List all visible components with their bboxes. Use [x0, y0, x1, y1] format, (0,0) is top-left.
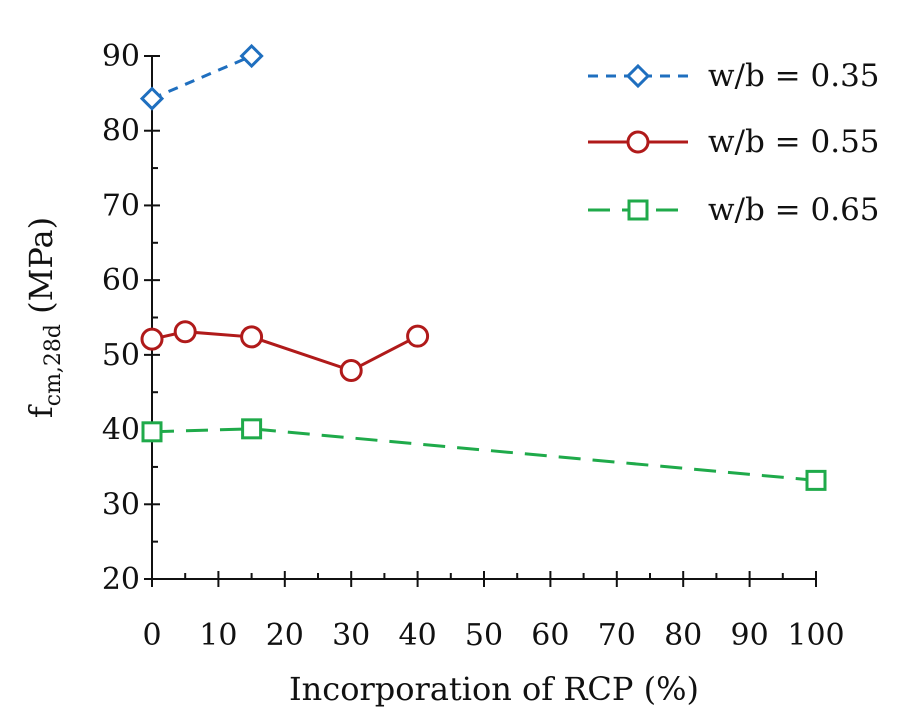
y-tick-label: 90: [102, 39, 140, 74]
data-point-marker: [239, 43, 264, 69]
y-tick-label: 50: [102, 338, 140, 373]
data-point-marker: [140, 327, 164, 351]
x-tick-label: 40: [399, 618, 437, 653]
y-axis-title: fcm,28d (MPa): [22, 217, 66, 418]
legend-marker: [625, 63, 651, 89]
series-2: [140, 320, 430, 383]
legend: w/b = 0.35 w/b = 0.55 w/b = 0.65: [588, 58, 880, 228]
x-tick-label: 90: [731, 618, 769, 653]
x-tick-label: 0: [142, 618, 161, 653]
x-tick-label: 60: [531, 618, 569, 653]
x-axis-title: Incorporation of RCP (%): [289, 670, 699, 708]
legend-item: w/b = 0.35: [588, 58, 880, 94]
axes: 20 30 40 50 60 70 80 90 0 10 20 30 40 50 60 70 80 90 100: [102, 39, 845, 653]
legend-label: w/b = 0.65: [708, 192, 880, 228]
y-axis-title-main: f: [22, 404, 60, 418]
y-tick-label: 80: [102, 114, 140, 149]
legend-label: w/b = 0.35: [708, 58, 880, 94]
data-point-marker: [173, 320, 197, 344]
data-point-marker: [141, 421, 163, 443]
y-tick-label: 40: [102, 413, 140, 448]
data-point-marker: [139, 86, 165, 111]
series-3: [141, 418, 827, 491]
y-tick-label: 30: [102, 487, 140, 522]
series-line: [151, 427, 817, 482]
y-axis-title-subscript: cm,28d: [41, 324, 66, 406]
data-point-marker: [240, 325, 264, 349]
data-point-marker: [805, 469, 827, 491]
legend-marker: [627, 199, 649, 221]
x-tick-label: 50: [465, 618, 503, 653]
x-tick-label: 10: [199, 618, 237, 653]
legend-item: w/b = 0.55: [588, 124, 880, 160]
x-tick-label: 80: [664, 618, 702, 653]
data-point-marker: [241, 418, 263, 440]
data-point-marker: [339, 359, 363, 383]
x-tick-label: 70: [598, 618, 636, 653]
legend-item: w/b = 0.65: [588, 192, 880, 228]
tick-labels: 20 30 40 50 60 70 80 90 0 10 20 30 40 50 60 70 80 90 100: [102, 39, 845, 653]
series-1: [139, 43, 264, 111]
legend-label: w/b = 0.55: [708, 124, 880, 160]
x-tick-label: 20: [266, 618, 304, 653]
series-line: [151, 54, 253, 100]
y-tick-label: 70: [102, 188, 140, 223]
ticks: [144, 55, 817, 587]
y-tick-label: 20: [102, 562, 140, 597]
data-point-marker: [406, 324, 430, 348]
x-tick-label: 30: [332, 618, 370, 653]
x-tick-label: 100: [787, 618, 844, 653]
series-layer: [139, 43, 827, 491]
legend-marker: [626, 130, 650, 154]
y-tick-label: 60: [102, 263, 140, 298]
y-axis-title-unit: (MPa): [22, 217, 60, 324]
